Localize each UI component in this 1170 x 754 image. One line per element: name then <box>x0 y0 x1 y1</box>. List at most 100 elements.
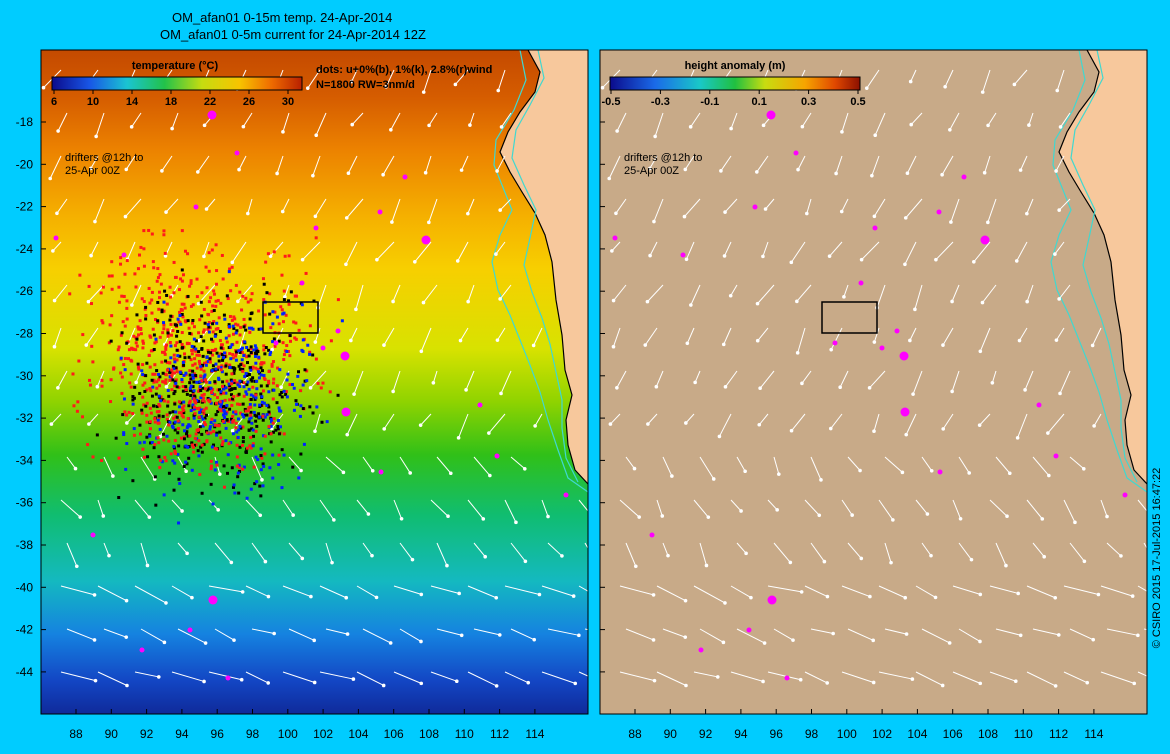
current-vector-head <box>270 347 274 352</box>
temperature-colorbar-ticks: 6 10 14 18 22 26 30 <box>51 90 294 108</box>
title-temperature: OM_afan01 0-15m temp. 24-Apr-2014 <box>172 10 393 25</box>
current-vector <box>362 542 373 556</box>
drifter-dot <box>160 350 164 354</box>
current-vector <box>347 155 358 174</box>
drifter-dot <box>244 296 248 300</box>
drifter-dot <box>190 441 194 445</box>
drifter-dot <box>222 387 226 391</box>
drifter-dot <box>225 340 229 344</box>
lon-tick-label: 104 <box>348 727 368 741</box>
drifter-dot <box>127 348 131 352</box>
drifter-dot <box>228 363 232 367</box>
drifter-dot <box>207 300 211 304</box>
drifter-dot <box>254 346 258 350</box>
drifter-dot <box>249 487 253 491</box>
drifter-dot <box>244 409 248 413</box>
drifter-dot <box>158 375 162 379</box>
current-vector-head <box>229 560 234 565</box>
drifter-dot <box>262 434 266 438</box>
drifter-dot <box>129 372 133 376</box>
drifter-dot <box>213 446 217 450</box>
eddy-marker <box>858 280 864 286</box>
current-vector-head <box>185 551 189 556</box>
drifter-dot <box>253 403 257 407</box>
current-vector-head <box>728 293 733 298</box>
drifter-dot <box>149 349 153 353</box>
current-vector-head <box>164 601 168 605</box>
drifter-dot <box>220 370 224 374</box>
drifter-dot <box>161 371 165 375</box>
drifter-dot <box>145 361 149 365</box>
current-vector <box>958 456 970 474</box>
current-vector-head <box>427 123 431 128</box>
current-vector <box>810 628 834 635</box>
drifter-dot <box>228 386 232 390</box>
current-vector <box>796 284 812 302</box>
copyright-credit: © CSIRO 2015 17-Jul-2015 16:47:22 <box>1150 368 1164 748</box>
drifter-dot <box>178 314 182 318</box>
current-vector-head <box>648 166 652 171</box>
drifter-dot <box>173 402 177 406</box>
current-vector-head <box>859 257 864 262</box>
drifter-dot <box>71 372 75 376</box>
drifter-dot <box>268 353 272 357</box>
current-vector-head <box>1056 633 1061 637</box>
drifter-dot <box>125 341 129 345</box>
current-vector-head <box>232 638 236 642</box>
current-vector <box>393 499 403 519</box>
current-vector-head <box>1096 592 1101 597</box>
lon-tick-label: 100 <box>837 727 857 741</box>
drifter-dot <box>252 465 256 469</box>
current-vector <box>500 370 512 394</box>
panel-frame <box>40 49 589 715</box>
current-vector <box>625 542 637 567</box>
current-vector <box>237 284 253 302</box>
current-vector-head <box>840 130 844 134</box>
drifter-dot <box>242 465 246 469</box>
drifter-dot <box>154 503 158 507</box>
drifter-dot <box>228 398 232 402</box>
drifter-dot <box>224 426 228 430</box>
current-vector-head <box>390 220 394 224</box>
drifter-dot <box>236 475 240 479</box>
lon-tick-label: 106 <box>384 727 404 741</box>
current-vector <box>608 155 621 179</box>
current-vector <box>284 284 290 297</box>
drifter-dot <box>172 353 176 357</box>
land-mass <box>500 50 588 484</box>
drifter-dot <box>179 277 183 281</box>
drifter-dot <box>267 425 271 429</box>
current-vector <box>90 241 99 256</box>
current-vector <box>699 456 715 480</box>
current-vector-head <box>607 176 612 181</box>
drifter-dot <box>284 393 288 397</box>
current-vector-head <box>427 220 431 225</box>
current-vector <box>56 198 68 214</box>
current-vector <box>319 499 335 521</box>
drifter-dot <box>110 287 114 291</box>
current-vector <box>912 370 923 395</box>
current-vector <box>383 327 395 346</box>
current-vector <box>197 155 210 173</box>
drifter-dot <box>257 412 261 416</box>
panel-frame <box>599 49 1148 715</box>
temperature-map-panel: temperature (°C) 6 10 14 18 22 26 30 dots: u+0… <box>40 49 589 715</box>
drifter-dot <box>172 357 176 361</box>
current-vector-head <box>280 209 285 214</box>
drifter-dot <box>164 347 168 351</box>
drifter-dot <box>156 421 160 425</box>
drifter-dot <box>168 420 172 424</box>
drifter-dot <box>206 396 210 400</box>
drifter-dot <box>291 383 295 387</box>
longitude-axis-right: 88 90 92 94 96 98 100 102 104 106 108 110 112 114 <box>628 709 1104 741</box>
drifter-dot <box>199 408 203 412</box>
drifter-dot <box>141 395 145 399</box>
drifter-dot <box>329 339 333 343</box>
drifter-dot <box>187 404 191 408</box>
current-vector-head <box>456 436 461 440</box>
current-vector <box>547 628 579 636</box>
current-vector-head <box>330 560 334 565</box>
drifter-dot <box>214 327 218 331</box>
drifter-dot <box>142 229 146 233</box>
drifter-dot <box>255 379 259 383</box>
